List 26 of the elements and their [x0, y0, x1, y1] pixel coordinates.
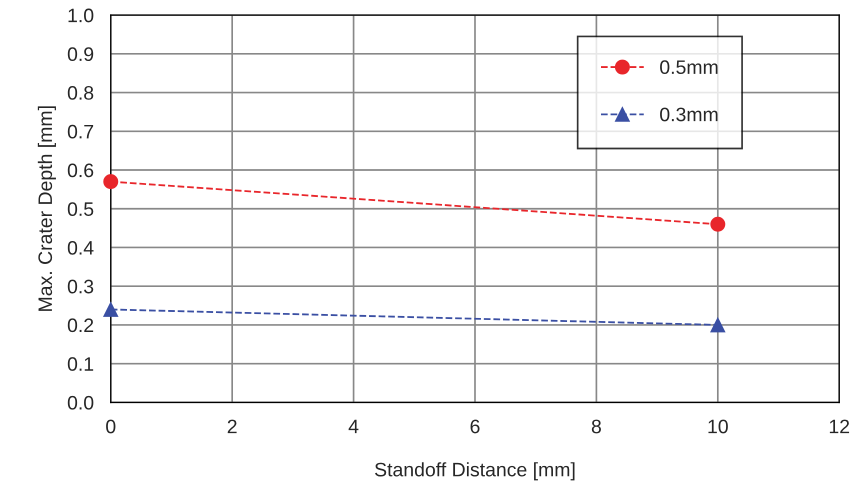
point — [103, 174, 118, 190]
x-tick-label: 0 — [106, 420, 116, 434]
y-tick-label: 0.9 — [68, 47, 94, 62]
y-tick-label: 0.8 — [68, 86, 94, 100]
x-tick-label: 2 — [228, 420, 237, 434]
y-tick-label: 0.1 — [68, 357, 94, 371]
legend-label: 0.5mm — [660, 60, 718, 74]
y-tick-label: 1.0 — [68, 8, 94, 22]
y-tick-label: 0.0 — [68, 396, 94, 410]
y-axis-title: Max. Crater Depth [mm] — [38, 106, 56, 311]
x-tick-label: 6 — [470, 420, 480, 434]
y-tick-label: 0.4 — [68, 240, 94, 255]
point — [710, 216, 726, 232]
y-tick-label: 0.6 — [68, 163, 94, 178]
y-tick-label: 0.7 — [68, 124, 94, 139]
x-tick-label: 10 — [708, 420, 728, 434]
y-tick-label: 0.5 — [68, 202, 94, 216]
point — [710, 317, 726, 332]
x-tick-label: 12 — [830, 420, 850, 434]
legend-label: 0.3mm — [660, 108, 718, 122]
x-tick-label: 4 — [348, 420, 358, 434]
x-tick-label: 8 — [592, 420, 601, 434]
y-tick-label: 0.3 — [68, 280, 94, 294]
x-axis-title: Standoff Distance [mm] — [375, 462, 574, 480]
y-tick-label: 0.2 — [68, 318, 94, 332]
point — [103, 302, 118, 317]
